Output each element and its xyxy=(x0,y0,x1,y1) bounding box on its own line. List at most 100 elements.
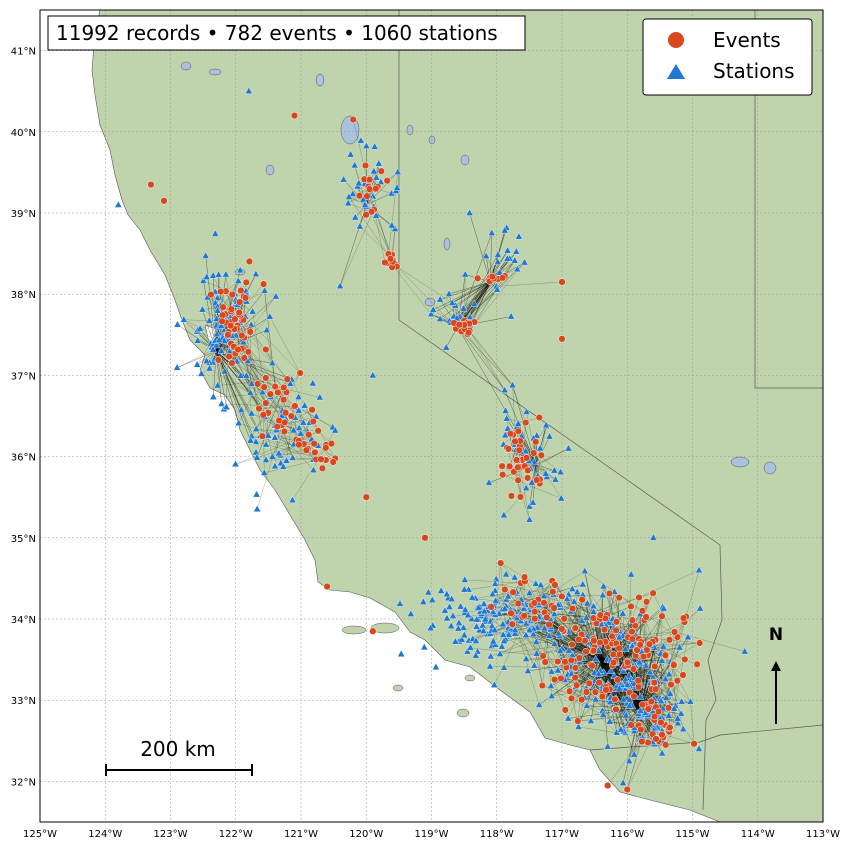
ray-path xyxy=(270,393,310,423)
station-marker xyxy=(556,646,565,654)
station-marker xyxy=(510,573,519,581)
event-marker xyxy=(595,678,603,687)
station-marker xyxy=(646,667,654,675)
event-marker xyxy=(589,647,598,655)
event-marker xyxy=(225,352,233,361)
ray-path xyxy=(216,350,251,393)
ray-path xyxy=(606,621,636,626)
ray-path xyxy=(263,414,265,473)
station-marker xyxy=(501,406,510,414)
event-marker xyxy=(651,662,659,671)
ray-path xyxy=(575,659,602,688)
station-marker xyxy=(361,200,369,208)
station-marker xyxy=(696,604,705,612)
event-marker xyxy=(520,573,529,581)
ray-path xyxy=(535,425,547,465)
ray-path xyxy=(256,372,301,430)
gridlines xyxy=(40,10,823,822)
station-marker xyxy=(522,630,530,638)
x-axis-ticks: 125°W 124°W 123°W 122°W 121°W 120°W 119°W 118°W… xyxy=(23,829,840,840)
event-marker xyxy=(695,639,704,647)
event-marker xyxy=(262,345,270,354)
ray-path xyxy=(212,349,269,413)
station-marker xyxy=(212,329,221,338)
station-marker xyxy=(114,200,123,208)
station-marker xyxy=(532,637,541,645)
station-marker xyxy=(618,609,627,617)
ray-path xyxy=(585,623,615,652)
station-marker xyxy=(504,630,513,638)
station-marker xyxy=(271,292,280,300)
station-marker xyxy=(619,695,628,703)
station-marker xyxy=(239,337,248,346)
station-marker xyxy=(221,270,230,278)
event-marker xyxy=(538,681,546,690)
ray-path xyxy=(551,686,606,697)
station-marker xyxy=(258,387,267,396)
station-marker xyxy=(242,371,251,379)
station-marker xyxy=(479,626,488,634)
event-marker xyxy=(238,331,246,340)
ray-path xyxy=(567,659,602,675)
station-marker xyxy=(211,229,220,237)
ray-path xyxy=(616,661,659,742)
event-marker xyxy=(501,585,509,594)
event-marker xyxy=(160,197,168,205)
event-marker xyxy=(217,287,225,296)
event-marker xyxy=(372,185,380,193)
station-marker xyxy=(397,649,406,657)
ray-path xyxy=(467,260,515,324)
station-marker xyxy=(665,669,673,678)
ray-path xyxy=(586,617,607,690)
event-marker xyxy=(302,446,311,454)
event-marker xyxy=(550,675,559,684)
event-marker xyxy=(571,664,580,672)
station-marker xyxy=(504,591,513,600)
station-marker xyxy=(531,579,540,587)
ray-path xyxy=(519,467,530,520)
event-marker xyxy=(679,671,687,679)
station-marker xyxy=(615,684,624,692)
ray-path xyxy=(366,172,398,206)
event-marker xyxy=(524,466,532,475)
ray-path xyxy=(614,653,661,700)
ray-path xyxy=(348,203,372,212)
station-marker xyxy=(659,642,668,650)
summary-box-frame xyxy=(47,15,526,51)
station-marker xyxy=(627,570,636,578)
event-marker xyxy=(361,161,370,170)
country-border xyxy=(589,724,823,751)
station-marker xyxy=(209,392,218,400)
ray-path xyxy=(620,708,641,730)
ray-path xyxy=(464,325,513,386)
station-marker xyxy=(479,599,488,607)
ray-path xyxy=(668,637,689,732)
ray-path xyxy=(627,655,667,724)
event-marker xyxy=(532,438,540,446)
event-marker xyxy=(644,738,652,747)
event-marker xyxy=(362,493,370,501)
y-tick-label: 41°N xyxy=(11,47,36,58)
station-marker xyxy=(419,597,428,605)
event-marker xyxy=(608,632,616,640)
ray-path xyxy=(665,655,684,730)
event-marker xyxy=(314,427,322,435)
legend-label-stations: Stations xyxy=(713,59,795,83)
ray-path xyxy=(685,570,700,617)
station-marker xyxy=(465,208,474,216)
event-marker xyxy=(237,286,245,295)
ray-path xyxy=(565,599,583,668)
ray-path xyxy=(256,379,288,458)
ray-path xyxy=(627,715,649,790)
station-marker xyxy=(237,405,246,413)
station-marker xyxy=(260,286,269,294)
scale-bar-label: 200 km xyxy=(140,737,216,761)
station-marker xyxy=(354,178,363,187)
station-marker xyxy=(202,356,211,364)
ray-path xyxy=(619,637,655,683)
station-marker xyxy=(580,566,589,574)
event-marker xyxy=(693,660,701,668)
y-tick-label: 34°N xyxy=(11,615,36,626)
event-marker xyxy=(367,208,376,216)
y-tick-label: 36°N xyxy=(11,453,36,464)
